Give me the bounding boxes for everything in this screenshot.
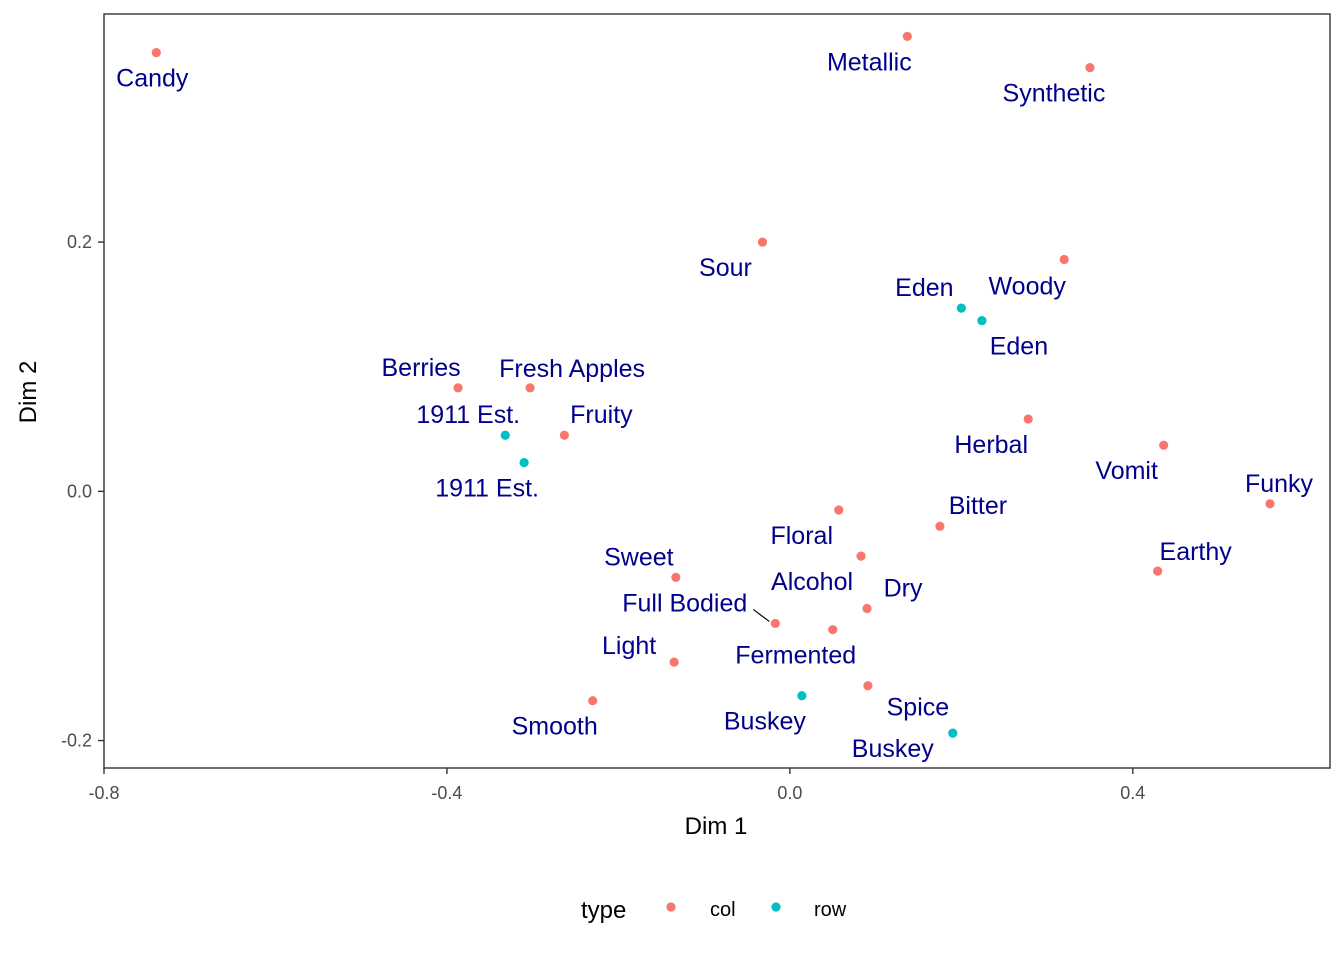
data-point-col	[588, 696, 598, 706]
data-label: Eden	[990, 333, 1048, 361]
data-label: Earthy	[1160, 538, 1233, 566]
data-label: Synthetic	[1003, 80, 1106, 108]
data-label: Metallic	[827, 48, 912, 76]
legend-label-row: row	[814, 899, 847, 921]
data-point-col	[863, 681, 873, 691]
data-point-col	[1265, 499, 1275, 509]
data-point-row	[519, 458, 529, 468]
x-tick-label: 0.0	[777, 783, 802, 803]
data-point-col	[935, 521, 945, 531]
legend-key-col	[666, 902, 676, 912]
x-tick-label: -0.4	[431, 783, 462, 803]
data-point-col	[151, 48, 161, 58]
data-point-row	[500, 430, 510, 440]
x-tick-label: 0.4	[1120, 783, 1145, 803]
data-point-col	[559, 430, 569, 440]
data-point-row	[797, 691, 807, 701]
data-label: Alcohol	[771, 568, 853, 596]
data-label: Fermented	[735, 642, 856, 670]
data-label: Spice	[887, 694, 950, 722]
data-label: Full Bodied	[622, 589, 747, 617]
axes: -0.8 -0.4 0.0 0.4 -0.2 0.0 0.2	[61, 13, 1331, 803]
legend-title: type	[581, 897, 626, 924]
data-point-col	[671, 572, 681, 582]
data-point-col	[1023, 414, 1033, 424]
y-tick-label: 0.2	[67, 232, 92, 252]
y-axis-title: Dim 2	[15, 361, 42, 424]
data-label: 1911 Est.	[416, 401, 520, 429]
data-label: 1911 Est.	[435, 475, 539, 503]
data-label: Floral	[770, 522, 833, 550]
data-point-col	[828, 625, 838, 635]
plot-area: Candy Metallic Synthetic Sour Woody Berries Fr…	[116, 31, 1314, 763]
data-label: Funky	[1245, 470, 1314, 498]
data-point-col	[453, 383, 463, 393]
label-leader-line	[752, 608, 770, 622]
data-point-col	[856, 551, 866, 561]
data-point-col	[862, 603, 872, 614]
x-axis-title: Dim 1	[685, 813, 748, 840]
data-label: Vomit	[1095, 457, 1158, 485]
data-point-col	[1153, 566, 1163, 576]
panel-border	[103, 13, 1331, 769]
data-point-col	[902, 31, 912, 42]
data-point-col	[834, 505, 844, 515]
data-point-col	[770, 618, 780, 629]
y-tick-label: 0.0	[67, 481, 92, 501]
data-label: Berries	[381, 354, 460, 382]
data-point-col	[669, 657, 679, 667]
data-label: Buskey	[724, 708, 806, 736]
data-label: Woody	[989, 273, 1067, 301]
data-point-col	[525, 383, 535, 393]
data-point-col	[1085, 62, 1095, 73]
data-label: Fresh Apples	[499, 355, 645, 383]
data-point-col	[1059, 254, 1069, 265]
data-label: Fruity	[570, 401, 633, 429]
data-label: Eden	[895, 274, 953, 302]
data-point-row	[977, 315, 987, 326]
x-tick-label: -0.8	[88, 783, 119, 803]
legend-label-col: col	[710, 899, 736, 921]
legend: type col row	[581, 897, 847, 924]
data-label: Bitter	[949, 492, 1007, 520]
data-label: Herbal	[954, 431, 1028, 459]
data-label: Sweet	[604, 543, 674, 571]
legend-key-row	[771, 902, 781, 912]
data-label: Buskey	[852, 735, 934, 763]
y-tick-label: -0.2	[61, 731, 92, 751]
data-point-col	[1159, 440, 1169, 450]
data-point-row	[948, 728, 958, 738]
data-point-row	[956, 303, 966, 313]
data-label: Light	[602, 632, 656, 660]
data-label: Sour	[699, 254, 752, 282]
data-label: Smooth	[512, 713, 598, 741]
data-point-col	[757, 237, 768, 247]
data-label: Dry	[884, 574, 923, 602]
data-label: Candy	[116, 65, 189, 93]
